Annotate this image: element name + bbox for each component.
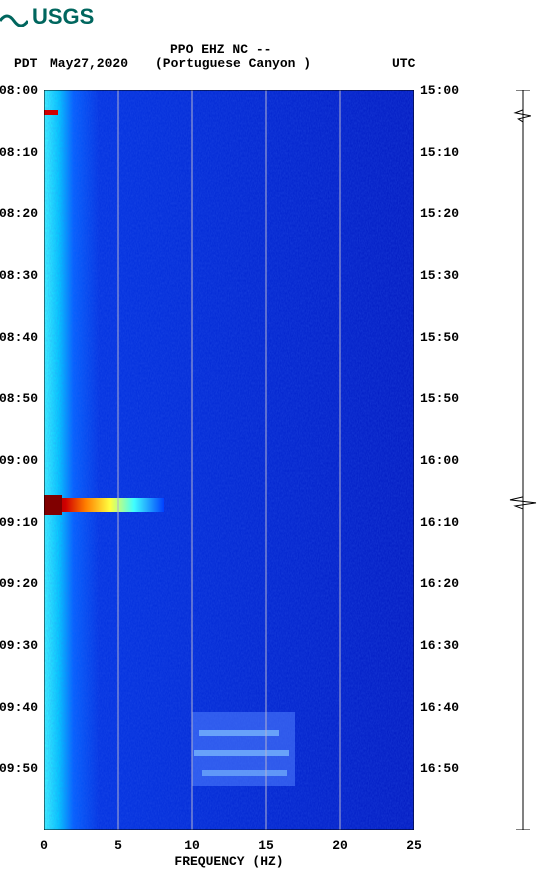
spectrogram-canvas [44,90,414,830]
x-axis-label: FREQUENCY (HZ) [44,854,414,869]
ytick-right: 16:00 [420,453,459,468]
ytick-left: 09:40 [0,700,38,715]
xticks: 0510152025 [44,836,414,856]
usgs-logo: USGS [0,4,94,30]
xtick: 20 [332,838,348,853]
ytick-left: 09:20 [0,576,38,591]
ytick-left: 08:10 [0,145,38,160]
station-id: PPO EHZ NC -- [170,42,271,57]
xtick: 25 [406,838,422,853]
tz-right: UTC [392,56,415,71]
spectrogram-plot [44,90,414,830]
ytick-left: 08:50 [0,391,38,406]
ytick-right: 15:50 [420,330,459,345]
ytick-left: 09:30 [0,638,38,653]
ytick-right: 16:40 [420,700,459,715]
date: May27,2020 [50,56,128,71]
ytick-left: 08:40 [0,330,38,345]
ytick-left: 09:00 [0,453,38,468]
seismogram-trace [508,90,538,830]
ytick-right: 16:30 [420,638,459,653]
ytick-right: 15:00 [420,83,459,98]
ytick-right: 15:30 [420,268,459,283]
ytick-left: 09:10 [0,515,38,530]
xtick: 10 [184,838,200,853]
ytick-right: 16:50 [420,761,459,776]
ytick-right: 16:20 [420,576,459,591]
yticks-right: 15:0015:1015:2015:3015:5015:5016:0016:10… [418,90,458,830]
ytick-right: 15:20 [420,206,459,221]
ytick-right: 16:10 [420,515,459,530]
header: PDT May27,2020 PPO EHZ NC -- (Portuguese… [0,42,512,82]
ytick-left: 08:20 [0,206,38,221]
xtick: 15 [258,838,274,853]
logo-text: USGS [32,4,94,30]
ytick-left: 08:00 [0,83,38,98]
ytick-right: 15:50 [420,391,459,406]
xtick: 0 [40,838,48,853]
ytick-left: 09:50 [0,761,38,776]
xtick: 5 [114,838,122,853]
tz-left: PDT [14,56,37,71]
ytick-right: 15:10 [420,145,459,160]
yticks-left: 08:0008:1008:2008:3008:4008:5009:0009:10… [0,90,42,830]
site-name: (Portuguese Canyon ) [155,56,311,71]
ytick-left: 08:30 [0,268,38,283]
